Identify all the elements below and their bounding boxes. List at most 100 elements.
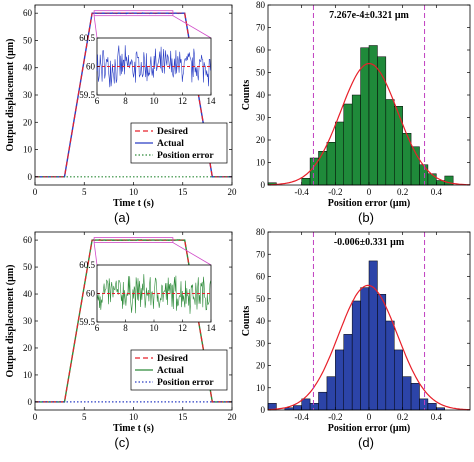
legend: Desired Actual Position error (130, 122, 228, 164)
histogram-bar (377, 294, 387, 411)
histogram-bar (343, 103, 353, 186)
y-tick-label: 50 (23, 262, 33, 272)
y-tick-label: 60 (23, 235, 33, 245)
x-tick-label: 0.2 (397, 412, 408, 422)
histogram-bar (402, 376, 412, 411)
x-axis-label: Position error (μm) (328, 423, 411, 434)
y-tick-label: 50 (256, 68, 266, 78)
legend-label: Actual (157, 139, 184, 149)
legend-label: Position error (157, 151, 214, 161)
histogram-bar (385, 99, 395, 186)
gaussian-fit-line (267, 284, 471, 411)
series-line-actual-noise (91, 12, 185, 15)
chart-panel-3: -0.4 -0.2 0 0.2 0.4 0 10 20 30 40 50 60 70 80 Position… (241, 227, 471, 434)
inset-x-tick-label: 12 (178, 323, 187, 333)
chart-panel-1: -0.4 -0.2 0 0.2 0.4 0 10 20 30 40 50 60 70 80 Position… (241, 0, 471, 209)
y-tick-label: 40 (23, 63, 33, 73)
y-tick-label: 40 (256, 316, 266, 326)
x-tick-label: -0.4 (295, 412, 310, 422)
histogram-bar (394, 106, 403, 186)
inset-x-tick-label: 8 (123, 96, 128, 106)
zoom-connector (93, 242, 98, 266)
y-tick-label: 50 (23, 35, 33, 45)
y-tick-label: 10 (256, 383, 266, 393)
panel-caption: (b) (358, 210, 374, 225)
histogram-bar (301, 178, 311, 186)
inset-plot: 6 8 10 12 14 59.5 60 60.5 (79, 260, 216, 333)
series-line-actual-noise (91, 238, 185, 242)
y-tick-label: 60 (256, 272, 266, 282)
y-tick-label: 0 (28, 397, 33, 407)
y-tick-label: 80 (256, 0, 266, 10)
zoom-region (93, 10, 174, 17)
histogram-bar (419, 164, 429, 186)
histogram-bar (351, 94, 361, 186)
x-tick-label: 20 (228, 412, 238, 422)
inset-x-tick-label: 12 (178, 96, 187, 106)
inset-x-tick-label: 10 (150, 96, 160, 106)
y-axis-label: Counts (241, 80, 252, 111)
y-tick-label: 20 (23, 117, 33, 127)
histogram-bar (301, 398, 311, 411)
zoom-connector (172, 242, 212, 266)
legend-label: Actual (157, 366, 184, 376)
chart-panel-2: 0 5 10 15 20 0 10 20 30 40 50 60 Time t (s) Output di… (5, 231, 238, 434)
histogram-bar (351, 300, 361, 411)
x-tick-label: 5 (82, 187, 87, 197)
x-axis-label: Position error (μm) (328, 198, 411, 209)
y-tick-label: 50 (256, 294, 266, 304)
y-tick-label: 20 (256, 361, 266, 371)
histogram-bar (318, 391, 328, 411)
x-axis-label: Time t (s) (113, 423, 154, 434)
y-tick-label: 30 (256, 113, 266, 123)
x-tick-label: 0 (33, 187, 38, 197)
x-tick-label: 15 (178, 187, 188, 197)
histogram-bar (309, 403, 319, 411)
legend-label: Desired (157, 127, 189, 137)
y-tick-label: 80 (256, 227, 266, 237)
x-tick-label: 10 (129, 412, 139, 422)
legend-label: Position error (157, 378, 214, 388)
y-tick-label: 60 (23, 8, 33, 18)
y-tick-label: 40 (256, 90, 266, 100)
zoom-connector (172, 15, 212, 39)
x-tick-label: 0 (33, 412, 38, 422)
inset-plot: 6 8 10 12 14 59.5 60 60.5 (79, 33, 216, 106)
histogram-bar (360, 287, 370, 411)
x-tick-label: 5 (82, 412, 87, 422)
histogram-bar (343, 334, 353, 411)
histogram-bar (394, 349, 403, 411)
inset-x-tick-label: 14 (207, 96, 217, 106)
y-tick-label: 0 (261, 180, 266, 190)
y-tick-label: 20 (23, 343, 33, 353)
x-tick-label: 0 (367, 187, 372, 197)
chart-panel-0: 0 5 10 15 20 0 10 20 30 40 50 60 Time t (s) Output di… (5, 4, 237, 209)
inset-x-tick-label: 6 (95, 323, 100, 333)
y-tick-label: 70 (256, 23, 266, 33)
histogram-bar (326, 376, 336, 411)
inset-y-tick-label: 60.5 (79, 260, 95, 270)
legend-label: Desired (157, 354, 189, 364)
y-tick-label: 70 (256, 249, 266, 259)
y-tick-label: 10 (23, 145, 33, 155)
y-tick-label: 60 (256, 45, 266, 55)
x-tick-label: 0.2 (397, 187, 408, 197)
y-tick-label: 40 (23, 289, 33, 299)
y-tick-label: 30 (256, 338, 266, 348)
stats-annotation: 7.267e-4±0.321 μm (329, 10, 409, 21)
inset-y-tick-label: 60 (86, 289, 96, 299)
x-tick-label: 10 (129, 187, 139, 197)
x-tick-label: -0.2 (328, 412, 342, 422)
x-tick-label: -0.4 (295, 187, 310, 197)
histogram-bar (410, 383, 420, 411)
x-tick-label: 0.4 (431, 412, 443, 422)
y-tick-label: 30 (23, 316, 33, 326)
histogram-bar (377, 56, 387, 186)
inset-y-tick-label: 60.5 (79, 33, 95, 43)
y-axis-label: Output displacement (μm) (5, 265, 16, 378)
x-axis-label: Time t (s) (113, 198, 154, 209)
y-axis-label: Output displacement (μm) (5, 39, 16, 152)
inset-y-tick-label: 60 (86, 62, 96, 72)
y-tick-label: 0 (261, 405, 266, 415)
